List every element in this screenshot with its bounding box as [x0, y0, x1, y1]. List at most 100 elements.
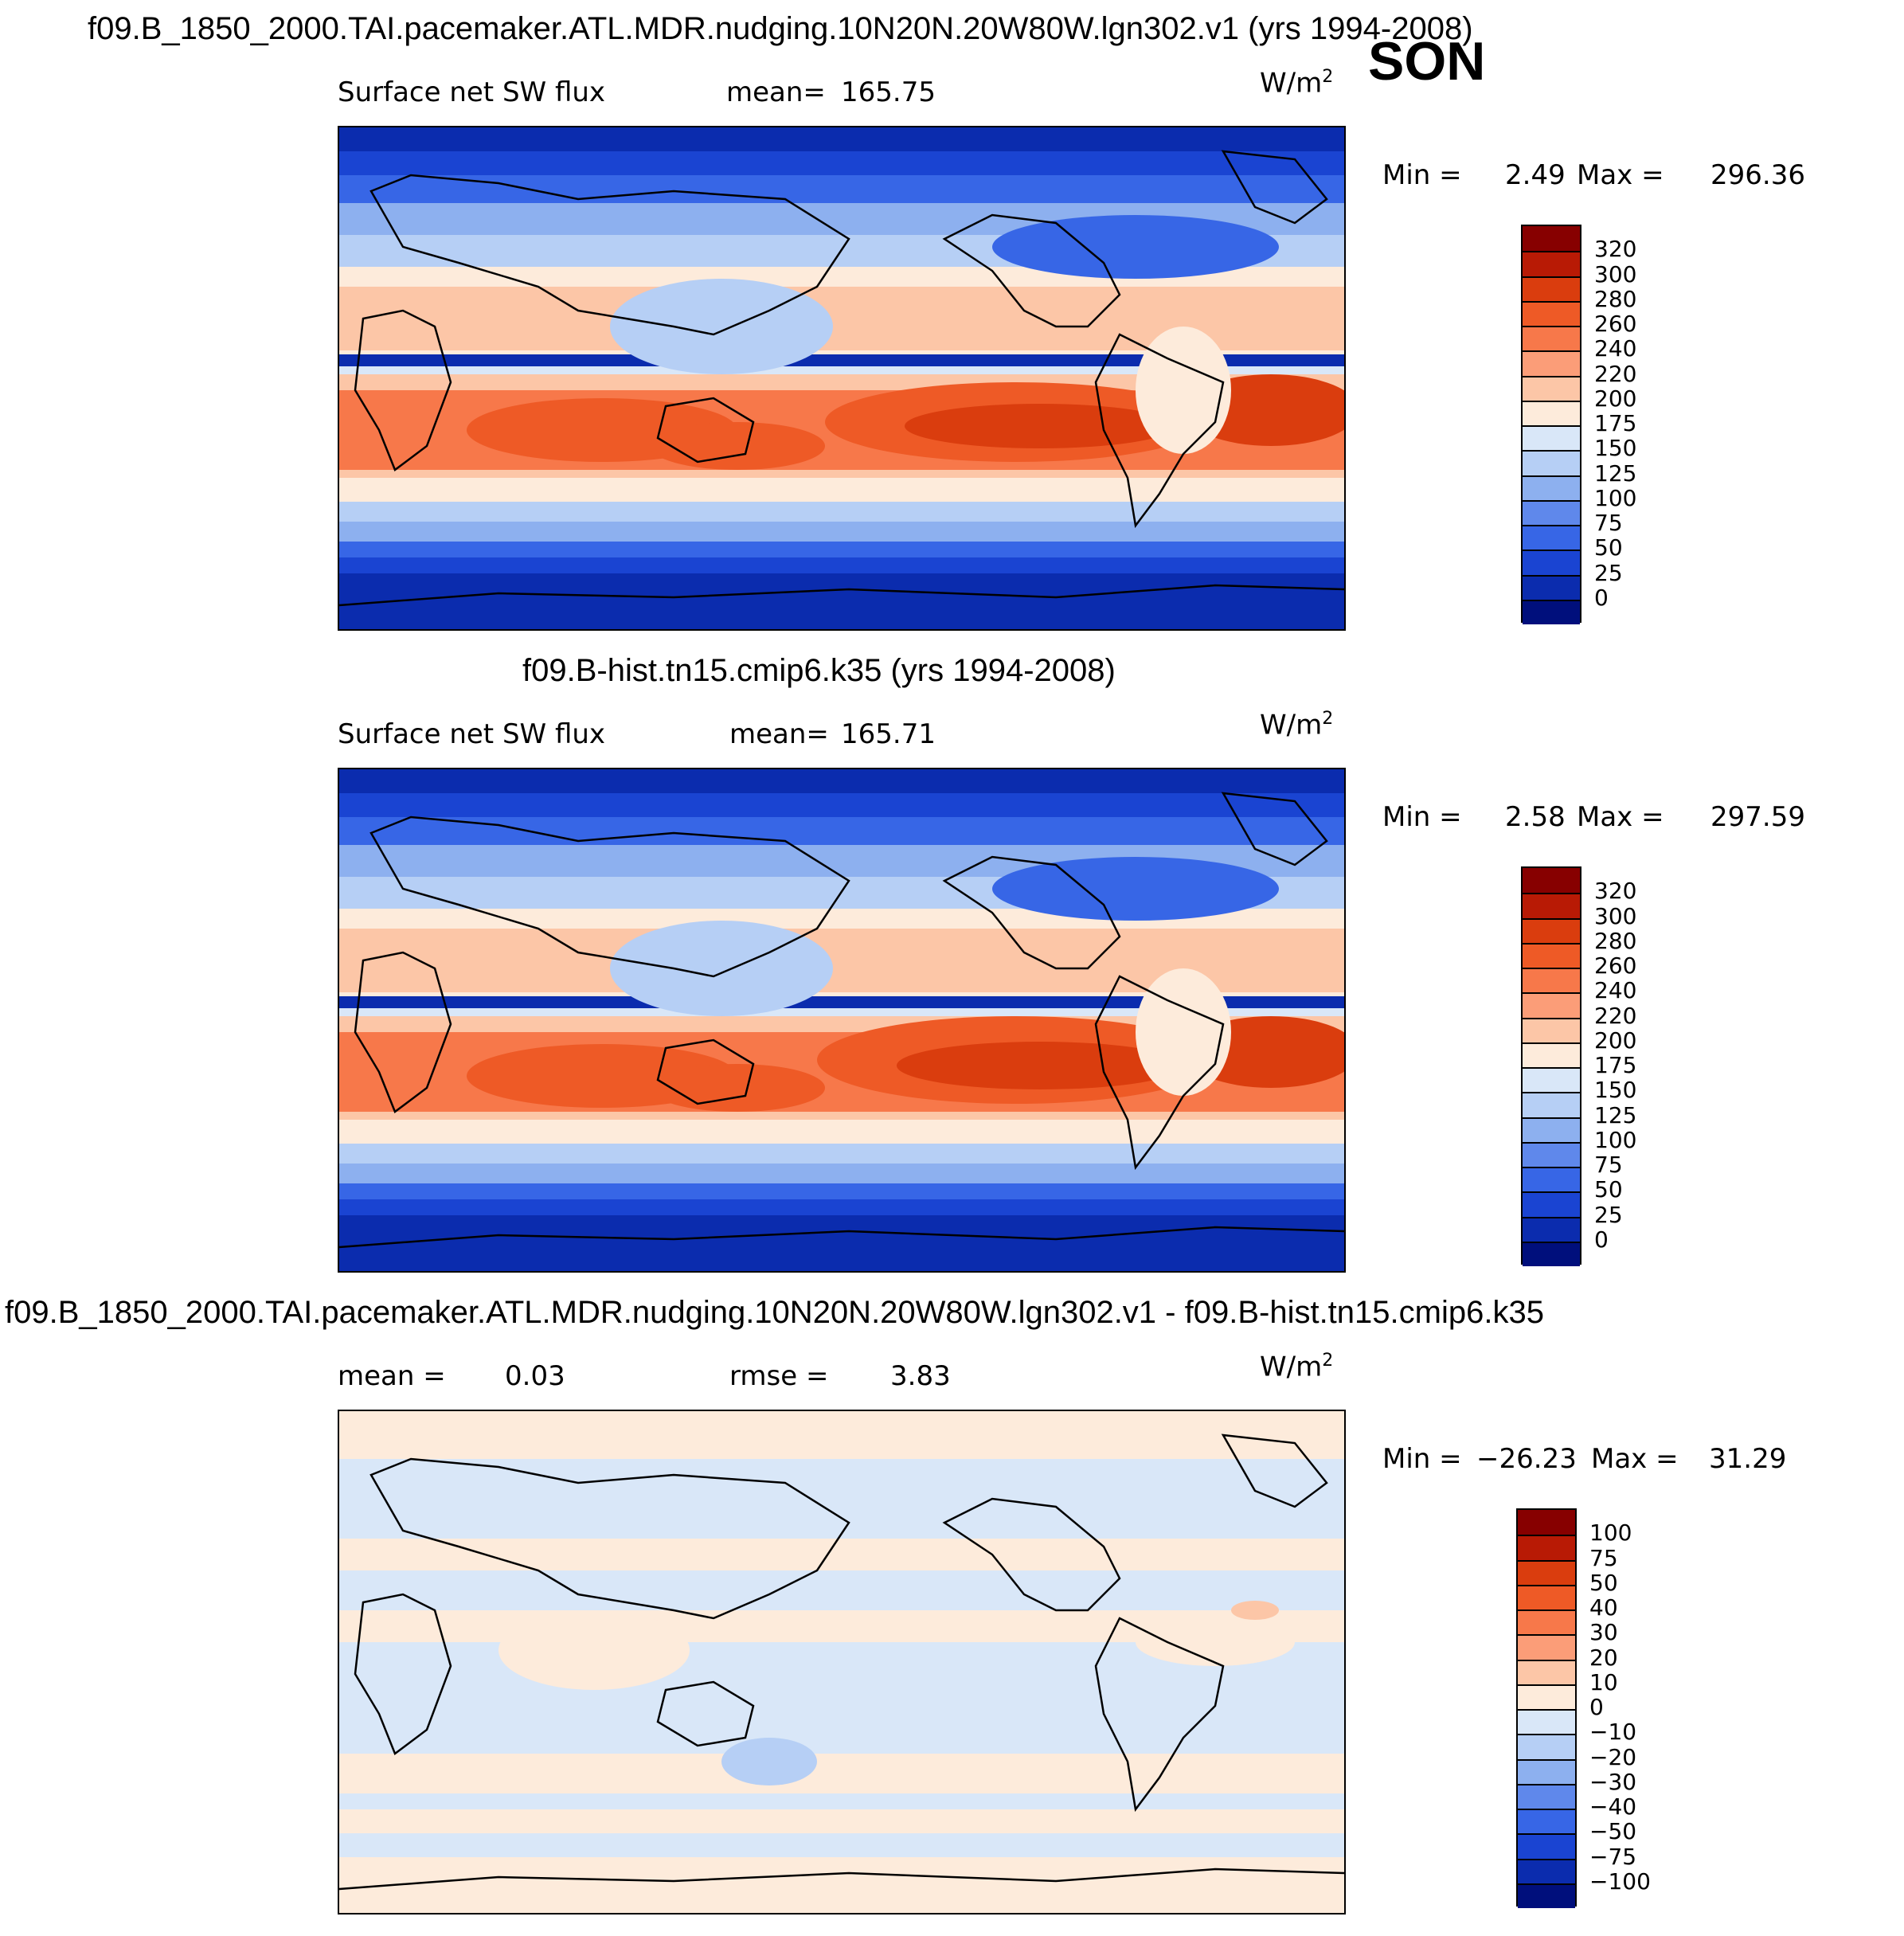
colorbar-swatch: [1523, 1042, 1580, 1067]
colorbar-tick-label: 320: [1594, 236, 1637, 263]
colorbar-tick-label: 25: [1594, 559, 1623, 586]
colorbar-swatch: [1523, 475, 1580, 500]
colorbar-tick-label: 30: [1589, 1619, 1618, 1646]
colorbar-tick-label: 0: [1589, 1694, 1604, 1720]
colorbar-tick-label: 240: [1594, 977, 1637, 1004]
colorbar-tick-label: 175: [1594, 1052, 1637, 1078]
colorbar-tick-label: 50: [1594, 1176, 1623, 1203]
colorbar-swatch: [1523, 300, 1580, 326]
colorbar-tick-label: 50: [1594, 534, 1623, 561]
colorbar-swatch: [1518, 1809, 1575, 1834]
colorbar-tick-label: −30: [1589, 1768, 1637, 1795]
colorbar-swatch: [1523, 1141, 1580, 1167]
colorbar-tick-label: 320: [1594, 878, 1637, 905]
panel3-colorbar: [1516, 1508, 1577, 1908]
colorbar-swatch: [1523, 1117, 1580, 1142]
panel2-max-value: 297.59: [1710, 801, 1805, 833]
colorbar-tick-label: −40: [1589, 1793, 1637, 1820]
colorbar-swatch: [1523, 893, 1580, 918]
panel2-min-label: Min =: [1382, 801, 1462, 833]
panel2-map: [338, 768, 1346, 1273]
panel3-max-label: Max =: [1591, 1443, 1679, 1475]
colorbar-swatch: [1518, 1858, 1575, 1883]
colorbar-tick-label: 175: [1594, 410, 1637, 436]
panel2-units: W/m2: [1260, 709, 1334, 741]
colorbar-swatch: [1523, 1067, 1580, 1093]
colorbar-tick-label: −100: [1589, 1868, 1651, 1895]
colorbar-swatch: [1523, 525, 1580, 550]
colorbar-swatch: [1523, 868, 1580, 894]
colorbar-tick-label: 20: [1589, 1644, 1618, 1671]
colorbar-swatch: [1518, 1684, 1575, 1709]
panel3-min-label: Min =: [1382, 1443, 1462, 1475]
colorbar-swatch: [1523, 1167, 1580, 1192]
colorbar-swatch: [1518, 1783, 1575, 1809]
colorbar-swatch: [1523, 400, 1580, 425]
colorbar-swatch: [1523, 968, 1580, 993]
colorbar-swatch: [1523, 1191, 1580, 1217]
panel1-min-label: Min =: [1382, 159, 1462, 191]
panel2-field: [339, 769, 1344, 1271]
panel2-min-value: 2.58: [1505, 801, 1566, 833]
colorbar-tick-label: 260: [1594, 311, 1637, 337]
panel1-units: W/m2: [1260, 67, 1334, 100]
colorbar-tick-label: 25: [1594, 1201, 1623, 1228]
colorbar-swatch: [1518, 1758, 1575, 1784]
colorbar-swatch: [1523, 251, 1580, 276]
colorbar-tick-label: 50: [1589, 1569, 1618, 1596]
colorbar-tick-label: 40: [1589, 1594, 1618, 1621]
colorbar-swatch: [1518, 1559, 1575, 1585]
colorbar-swatch: [1518, 1833, 1575, 1859]
colorbar-tick-label: 240: [1594, 335, 1637, 362]
colorbar-swatch: [1518, 1659, 1575, 1684]
panel1-mean-value: 165.75: [841, 76, 936, 108]
colorbar-tick-label: 0: [1594, 584, 1609, 611]
colorbar-tick-label: −10: [1589, 1719, 1637, 1746]
season-label: SON: [1368, 31, 1486, 92]
panel2-variable: Surface net SW flux: [338, 718, 606, 750]
colorbar-swatch: [1518, 1584, 1575, 1609]
colorbar-swatch: [1523, 425, 1580, 451]
colorbar-tick-label: 100: [1589, 1519, 1632, 1547]
colorbar-swatch: [1523, 599, 1580, 624]
colorbar-swatch: [1523, 550, 1580, 575]
colorbar-tick-label: 10: [1589, 1668, 1618, 1695]
panel2-max-label: Max =: [1577, 801, 1664, 833]
panel1-map: [338, 126, 1346, 631]
colorbar-swatch: [1523, 1092, 1580, 1117]
colorbar-tick-label: 220: [1594, 1002, 1637, 1029]
colorbar-swatch: [1523, 350, 1580, 376]
panel3-rmse-value: 3.83: [890, 1360, 951, 1392]
colorbar-tick-label: 280: [1594, 927, 1637, 954]
panel3-max-value: 31.29: [1709, 1443, 1787, 1475]
panel1-min-value: 2.49: [1505, 159, 1566, 191]
panel3-field: [339, 1411, 1344, 1913]
panel2-mean-label: mean=: [729, 718, 829, 750]
colorbar-tick-label: 200: [1594, 1027, 1637, 1054]
colorbar-swatch: [1518, 1883, 1575, 1908]
colorbar-tick-label: 280: [1594, 285, 1637, 312]
panel3-min-value: −26.23: [1476, 1443, 1577, 1475]
panel1-max-label: Max =: [1577, 159, 1664, 191]
colorbar-swatch: [1518, 1510, 1575, 1535]
colorbar-tick-label: 300: [1594, 902, 1637, 929]
colorbar-swatch: [1518, 1734, 1575, 1759]
colorbar-swatch: [1523, 574, 1580, 600]
colorbar-swatch: [1518, 1634, 1575, 1660]
panel2-title: f09.B-hist.tn15.cmip6.k35 (yrs 1994-2008…: [522, 653, 1116, 688]
colorbar-swatch: [1523, 917, 1580, 943]
colorbar-swatch: [1523, 1017, 1580, 1042]
panel3-map: [338, 1410, 1346, 1914]
colorbar-tick-label: 125: [1594, 1101, 1637, 1128]
panel3-rmse-label: rmse =: [729, 1360, 829, 1392]
colorbar-tick-label: 100: [1594, 1126, 1637, 1153]
colorbar-tick-label: 75: [1594, 1152, 1623, 1178]
panel2-mean-value: 165.71: [841, 718, 936, 750]
panel2-colorbar: [1521, 866, 1581, 1266]
panel1-max-value: 296.36: [1710, 159, 1805, 191]
colorbar-tick-label: 150: [1594, 1077, 1637, 1104]
colorbar-tick-label: 75: [1589, 1544, 1618, 1571]
colorbar-swatch: [1523, 499, 1580, 525]
colorbar-tick-label: 100: [1594, 484, 1637, 511]
colorbar-tick-label: 200: [1594, 385, 1637, 412]
